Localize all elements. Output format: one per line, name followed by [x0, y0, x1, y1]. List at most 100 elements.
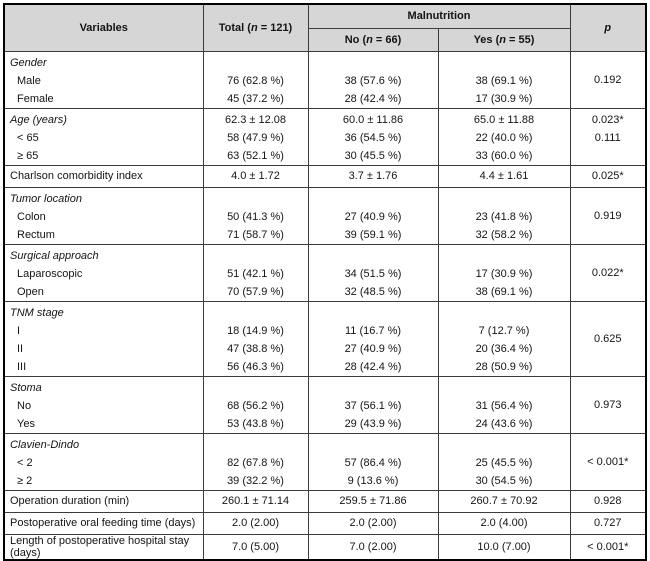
cell-total: 82 (67.8 %) 39 (32.2 %)	[202, 432, 309, 491]
table-header-row-2: No (n = 66) Yes (n = 55)	[4, 27, 646, 52]
row-label: Yes	[17, 417, 35, 430]
row-label: Colon	[17, 210, 46, 223]
cell-variables: Operation duration (min)	[3, 489, 204, 513]
cell-variables: Tumor location Colon Rectum	[3, 186, 204, 245]
header-total-count: = 121)	[257, 21, 293, 34]
row-label: Laparoscopic	[17, 267, 83, 280]
cell-variables: Charlson comorbidity index	[3, 164, 204, 188]
group-row-surgical-approach: Surgical approach Laparoscopic Open 51 (…	[3, 243, 647, 302]
header-malnutrition: Malnutrition	[307, 3, 571, 29]
cell-no: 34 (51.5 %) 32 (48.5 %)	[307, 243, 439, 302]
value: 28 (42.4 %)	[344, 360, 402, 373]
header-no-count: = 66)	[372, 33, 402, 46]
cell-yes: 10.0 (7.00)	[437, 533, 571, 560]
value: 37 (56.1 %)	[344, 399, 402, 412]
value: 53 (43.8 %)	[227, 417, 284, 430]
value: 63 (52.1 %)	[227, 149, 284, 162]
cell-variables: Gender Male Female	[3, 50, 204, 109]
row-label: II	[17, 342, 24, 355]
header-yes-text: Yes (	[473, 33, 500, 46]
value: 24 (43.6 %)	[475, 417, 533, 430]
cell-total: 68 (56.2 %) 53 (43.8 %)	[202, 375, 309, 434]
cell-yes: 38 (69.1 %) 17 (30.9 %)	[437, 50, 571, 109]
cell-no: 27 (40.9 %) 39 (59.1 %)	[307, 186, 439, 245]
cell-p-value: 0.023* 0.111	[569, 107, 647, 166]
row-label: < 2	[17, 456, 33, 469]
value: 32 (48.5 %)	[344, 285, 402, 298]
cell-variables: Surgical approach Laparoscopic Open	[3, 243, 204, 302]
value: 17 (30.9 %)	[475, 267, 533, 280]
row-label: ≥ 65	[17, 149, 39, 162]
cell-total: 2.0 (2.00)	[202, 511, 309, 535]
value: 62.3 ± 12.08	[224, 113, 287, 126]
empty-line	[309, 379, 437, 397]
cell-p-value: 0.928	[569, 489, 647, 513]
value: 17 (30.9 %)	[475, 92, 533, 105]
header-total-n: n	[250, 21, 258, 34]
value: 60.0 ± 11.86	[342, 113, 404, 126]
malnutrition-table: Variables Total (n = 121) Malnutrition p…	[3, 3, 647, 561]
p-value: 0.023*	[591, 113, 624, 126]
value: 38 (57.6 %)	[344, 74, 402, 87]
cell-no: 259.5 ± 71.86	[307, 489, 439, 513]
cell-yes: 23 (41.8 %) 32 (58.2 %)	[437, 186, 571, 245]
header-total-text: Total (	[218, 21, 251, 34]
value: 32 (58.2 %)	[475, 228, 533, 241]
value: 45 (37.2 %)	[227, 92, 284, 105]
group-label: Stoma	[10, 381, 42, 394]
row-label: Female	[17, 92, 54, 105]
cell-p-value: 0.973	[569, 375, 647, 434]
value: 71 (58.7 %)	[227, 228, 284, 241]
empty-line	[439, 54, 569, 72]
header-yes-n: n	[499, 33, 506, 46]
cell-no: 7.0 (2.00)	[307, 533, 439, 560]
header-no: No (n = 66)	[307, 27, 439, 52]
empty-line	[571, 147, 645, 165]
value: 50 (41.3 %)	[227, 210, 284, 223]
value: 30 (54.5 %)	[475, 474, 533, 487]
cell-p-value: 0.625	[569, 300, 647, 377]
value: 23 (41.8 %)	[475, 210, 533, 223]
value: 58 (47.9 %)	[227, 131, 284, 144]
cell-variables: Stoma No Yes	[3, 375, 204, 434]
cell-p-value: 0.022*	[569, 243, 647, 302]
cell-yes: 7 (12.7 %) 20 (36.4 %) 28 (50.9 %)	[437, 300, 571, 377]
empty-line	[439, 190, 569, 208]
empty-line	[439, 247, 569, 265]
value: 76 (62.8 %)	[227, 74, 284, 87]
p-value: 0.111	[594, 131, 621, 144]
cell-no: 60.0 ± 11.86 36 (54.5 %) 30 (45.5 %)	[307, 107, 439, 166]
row-oral-feeding-time: Postoperative oral feeding time (days) 2…	[3, 511, 647, 535]
empty-line	[309, 436, 437, 454]
group-label: Surgical approach	[10, 249, 99, 262]
cell-no: 2.0 (2.00)	[307, 511, 439, 535]
group-row-gender: Gender Male Female 76 (62.8 %) 45 (37.2 …	[3, 50, 647, 109]
row-label: Open	[17, 285, 44, 298]
value: 47 (38.8 %)	[227, 342, 284, 355]
cell-p-value: 0.025*	[569, 164, 647, 188]
row-label: Male	[17, 74, 41, 87]
cell-variables: Age (years) < 65 ≥ 65	[3, 107, 204, 166]
value: 31 (56.4 %)	[475, 399, 533, 412]
value: 28 (50.9 %)	[475, 360, 533, 373]
cell-total: 76 (62.8 %) 45 (37.2 %)	[202, 50, 309, 109]
row-label: < 65	[17, 131, 39, 144]
row-label: Rectum	[17, 228, 55, 241]
value: 70 (57.9 %)	[227, 285, 284, 298]
cell-variables: TNM stage I II III	[3, 300, 204, 377]
cell-p-value: 0.727	[569, 511, 647, 535]
value: 11 (16.7 %)	[344, 324, 402, 337]
cell-variables: Clavien-Dindo < 2 ≥ 2	[3, 432, 204, 491]
group-label: TNM stage	[10, 306, 64, 319]
empty-line	[309, 54, 437, 72]
empty-line	[439, 379, 569, 397]
value: 29 (43.9 %)	[344, 417, 402, 430]
row-label: ≥ 2	[17, 474, 33, 487]
header-no-text: No (	[344, 33, 367, 46]
empty-line	[204, 379, 307, 397]
cell-p-value: < 0.001*	[569, 533, 647, 560]
row-charlson-index: Charlson comorbidity index 4.0 ± 1.72 3.…	[3, 164, 647, 188]
cell-no: 3.7 ± 1.76	[307, 164, 439, 188]
cell-yes: 31 (56.4 %) 24 (43.6 %)	[437, 375, 571, 434]
group-label: Tumor location	[10, 192, 82, 205]
